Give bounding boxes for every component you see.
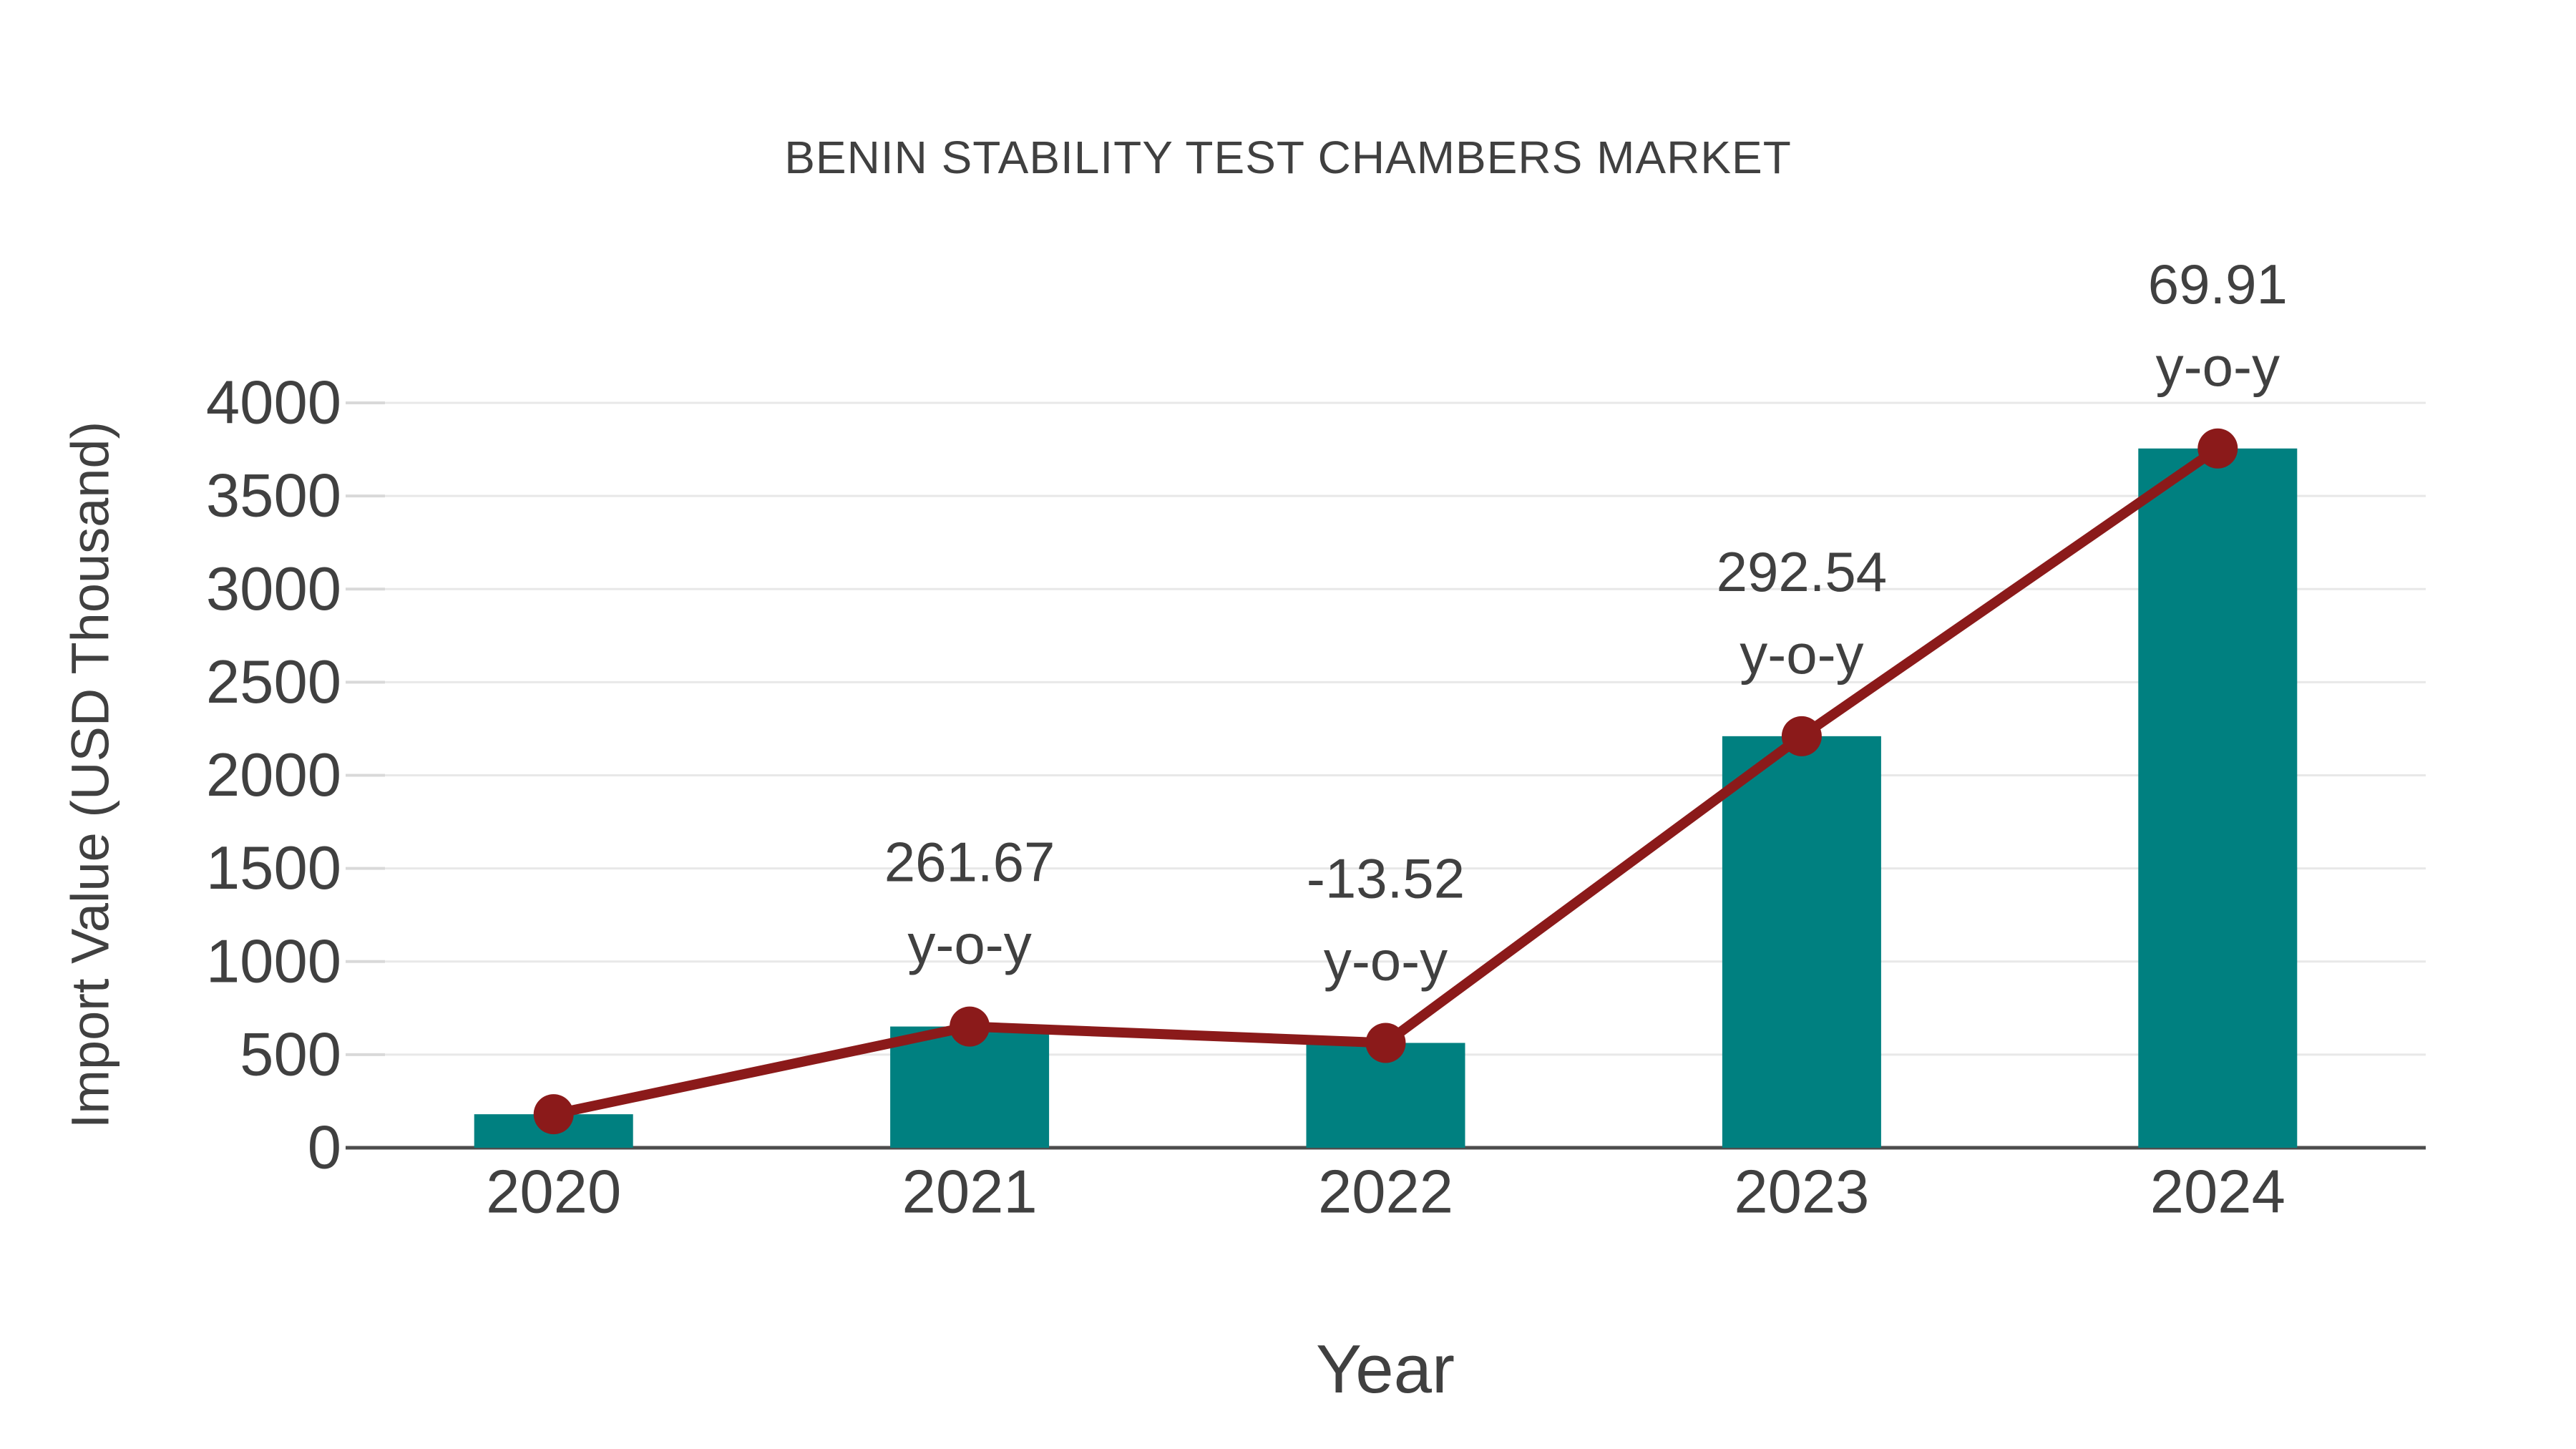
x-tick-label-2022: 2022 bbox=[1318, 1158, 1453, 1226]
line-marker-2023 bbox=[1781, 716, 1822, 756]
y-tick-label: 500 bbox=[240, 1020, 341, 1088]
y-tick-label: 1500 bbox=[206, 834, 341, 902]
y-tick-label: 2500 bbox=[206, 648, 341, 716]
yoy-suffix-label-2024: y-o-y bbox=[2156, 335, 2280, 398]
yoy-suffix-label-2023: y-o-y bbox=[1740, 623, 1863, 686]
y-tick-label: 4000 bbox=[206, 369, 341, 437]
y-tick-label: 2000 bbox=[206, 741, 341, 809]
bar-2023 bbox=[1722, 736, 1881, 1148]
line-marker-2020 bbox=[533, 1094, 574, 1135]
x-tick-label-2023: 2023 bbox=[1734, 1158, 1869, 1226]
y-tick-label: 0 bbox=[308, 1114, 341, 1182]
yoy-value-label-2023: 292.54 bbox=[1717, 540, 1888, 603]
bar-2024 bbox=[2138, 448, 2298, 1148]
x-axis-title: Year bbox=[1316, 1331, 1455, 1407]
line-marker-2024 bbox=[2197, 428, 2238, 469]
yoy-value-label-2024: 69.91 bbox=[2148, 253, 2288, 316]
line-marker-2022 bbox=[1365, 1023, 1406, 1063]
x-tick-label-2024: 2024 bbox=[2150, 1158, 2285, 1226]
yoy-value-label-2021: 261.67 bbox=[884, 831, 1055, 894]
y-tick-label: 1000 bbox=[206, 927, 341, 995]
yoy-suffix-label-2021: y-o-y bbox=[907, 913, 1031, 976]
bar-2021 bbox=[890, 1026, 1050, 1148]
y-tick-label: 3000 bbox=[206, 555, 341, 623]
chart-title: BENIN STABILITY TEST CHAMBERS MARKET bbox=[784, 132, 1792, 183]
y-tick-label: 3500 bbox=[206, 462, 341, 530]
trend-line bbox=[552, 444, 2221, 1120]
line-marker-2021 bbox=[950, 1006, 990, 1047]
yoy-suffix-label-2022: y-o-y bbox=[1324, 929, 1448, 992]
x-tick-label-2020: 2020 bbox=[486, 1158, 621, 1226]
yoy-value-label-2022: -13.52 bbox=[1307, 847, 1465, 909]
x-tick-label-2021: 2021 bbox=[902, 1158, 1038, 1226]
